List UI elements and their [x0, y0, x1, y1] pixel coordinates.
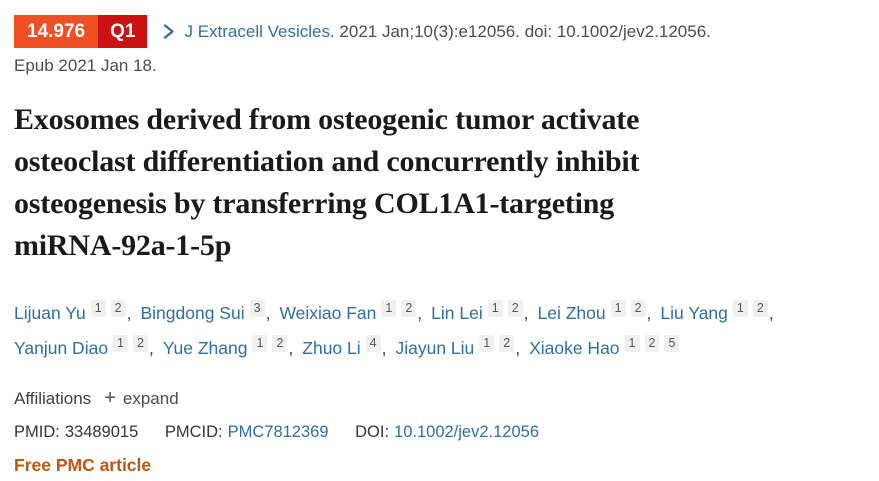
- author-item: Lijuan Yu 1 2,: [14, 296, 131, 331]
- impact-factor-badge: 14.976: [14, 15, 99, 48]
- doi-group: DOI: 10.1002/jev2.12056: [355, 423, 539, 441]
- journal-link[interactable]: J Extracell Vesicles: [184, 21, 330, 41]
- free-pmc-article-label: Free PMC article: [14, 455, 152, 475]
- author-separator: ,: [768, 303, 774, 323]
- title-line: miRNA-92a-1-5p: [14, 229, 232, 262]
- doi-link[interactable]: 10.1002/jev2.12056: [394, 423, 539, 441]
- affiliation-superscript[interactable]: 3: [249, 300, 265, 317]
- author-separator: ,: [515, 338, 521, 358]
- pmid-group: PMID: 33489015: [14, 423, 138, 441]
- author-separator: ,: [381, 338, 387, 358]
- expand-label: expand: [122, 388, 179, 408]
- author-separator: ,: [646, 303, 652, 323]
- affiliations-label: Affiliations: [14, 388, 92, 408]
- pmcid-label: PMCID:: [164, 423, 223, 441]
- affiliation-superscript[interactable]: 2: [401, 300, 417, 317]
- doi-label: DOI:: [355, 423, 390, 441]
- affiliation-superscript[interactable]: 2: [272, 335, 288, 352]
- identifiers-row: PMID: 33489015 PMCID: PMC7812369 DOI: 10.10…: [14, 423, 865, 442]
- quartile-badge: Q1: [98, 15, 148, 48]
- author-separator: ,: [523, 303, 529, 323]
- plus-icon: +: [104, 387, 116, 409]
- author-link[interactable]: Zhuo Li: [302, 338, 361, 358]
- affiliation-superscript[interactable]: 2: [499, 335, 515, 352]
- title-line: Exosomes derived from osteogenic tumor a…: [14, 103, 640, 136]
- author-link[interactable]: Bingdong Sui: [140, 303, 245, 323]
- author-list: Lijuan Yu 1 2, Bingdong Sui 3, Weixiao Fan 1 2,…: [14, 296, 850, 366]
- author-item: Yue Zhang 1 2,: [163, 331, 293, 366]
- pmcid-group: PMCID: PMC7812369: [165, 423, 329, 441]
- affiliation-superscript[interactable]: 1: [479, 335, 495, 352]
- title-line: osteoclast differentiation and concurren…: [14, 145, 640, 178]
- author-separator: ,: [288, 338, 294, 358]
- citation-row: 14.976 Q1 J Extracell Vesicles. 2021 Jan…: [14, 15, 865, 48]
- author-link[interactable]: Yanjun Diao: [14, 338, 109, 358]
- affiliation-superscript[interactable]: 1: [252, 335, 268, 352]
- affiliation-superscript[interactable]: 1: [113, 335, 128, 352]
- article-title: Exosomes derived from osteogenic tumor a…: [14, 99, 865, 267]
- author-item: Lei Zhou 1 2,: [537, 296, 652, 331]
- author-link[interactable]: Yue Zhang: [162, 338, 248, 358]
- author-item: Liu Yang 1 2,: [660, 296, 774, 331]
- citation-detail: . 2021 Jan;10(3):e12056. doi: 10.1002/je…: [329, 21, 711, 41]
- epub-date: Epub 2021 Jan 18.: [14, 56, 157, 75]
- affiliation-superscript[interactable]: 1: [732, 300, 748, 317]
- affiliation-superscript[interactable]: 2: [110, 300, 126, 317]
- author-link[interactable]: Jiayun Liu: [395, 338, 475, 358]
- author-separator: ,: [417, 303, 423, 323]
- pmcid-link[interactable]: PMC7812369: [227, 423, 329, 441]
- affiliation-superscript[interactable]: 2: [133, 335, 148, 352]
- author-link[interactable]: Weixiao Fan: [279, 303, 377, 323]
- author-separator: ,: [148, 338, 154, 358]
- affiliation-superscript[interactable]: 2: [752, 300, 768, 317]
- affiliation-superscript[interactable]: 1: [90, 300, 106, 317]
- journal-dropdown-chevron-icon[interactable]: [162, 23, 175, 40]
- affiliation-superscript[interactable]: 1: [487, 300, 503, 317]
- pmid-value: 33489015: [64, 423, 139, 441]
- affiliation-superscript[interactable]: 1: [624, 335, 640, 352]
- author-link[interactable]: Xiaoke Hao: [529, 338, 620, 358]
- author-item: Weixiao Fan 1 2,: [279, 296, 422, 331]
- author-link[interactable]: Lin Lei: [431, 303, 483, 323]
- affiliation-superscript[interactable]: 2: [644, 335, 660, 352]
- affiliation-superscript[interactable]: 5: [664, 335, 680, 352]
- affiliations-expand-toggle[interactable]: + expand: [104, 387, 178, 410]
- author-link[interactable]: Lei Zhou: [537, 303, 606, 323]
- author-link[interactable]: Liu Yang: [660, 303, 728, 323]
- journal-citation: J Extracell Vesicles. 2021 Jan;10(3):e12…: [184, 22, 710, 42]
- affiliation-superscript[interactable]: 4: [365, 335, 381, 352]
- affiliation-superscript[interactable]: 2: [507, 300, 523, 317]
- author-item: Yanjun Diao 1 2,: [14, 331, 154, 366]
- affiliation-superscript[interactable]: 2: [630, 300, 646, 317]
- author-item: Xiaoke Hao 1 2 5: [529, 331, 680, 366]
- author-separator: ,: [126, 303, 132, 323]
- title-line: osteogenesis by transferring COL1A1-targ…: [14, 187, 615, 220]
- author-link[interactable]: Lijuan Yu: [14, 303, 86, 323]
- author-item: Lin Lei 1 2,: [431, 296, 529, 331]
- author-item: Bingdong Sui 3,: [140, 296, 270, 331]
- pmid-label: PMID:: [14, 423, 60, 441]
- affiliations-row: Affiliations + expand: [14, 387, 865, 410]
- author-item: Jiayun Liu 1 2,: [395, 331, 520, 366]
- author-separator: ,: [265, 303, 271, 323]
- affiliation-superscript[interactable]: 1: [610, 300, 626, 317]
- affiliation-superscript[interactable]: 1: [381, 300, 397, 317]
- author-item: Zhuo Li 4,: [302, 331, 386, 366]
